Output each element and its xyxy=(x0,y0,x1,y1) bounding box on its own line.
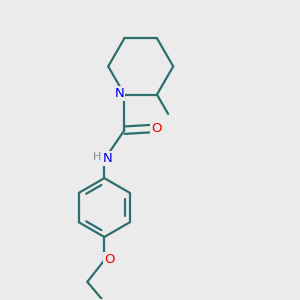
Text: N: N xyxy=(103,152,113,165)
Text: N: N xyxy=(115,87,124,100)
Text: O: O xyxy=(104,253,115,266)
Text: O: O xyxy=(151,122,161,135)
Text: H: H xyxy=(93,152,102,162)
